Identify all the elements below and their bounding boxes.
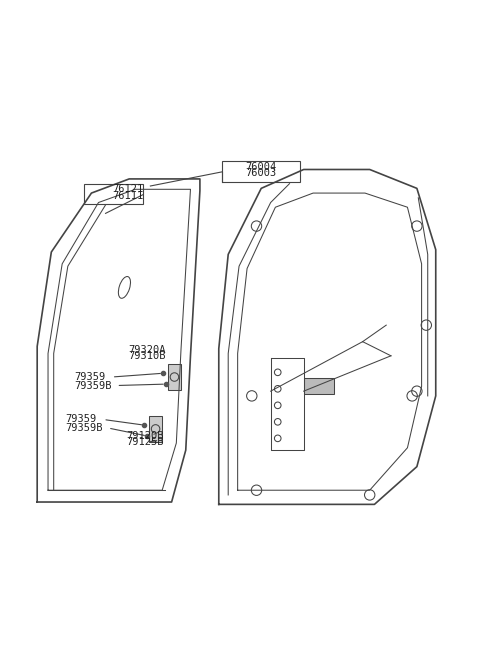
Text: 79359: 79359: [65, 415, 97, 424]
Text: 79125B: 79125B: [126, 438, 163, 447]
Text: 76121: 76121: [112, 185, 144, 195]
Text: 79359B: 79359B: [65, 423, 103, 433]
Text: 79359B: 79359B: [74, 381, 111, 390]
Bar: [149, 416, 162, 442]
Text: 76003: 76003: [246, 168, 277, 178]
Text: 79359: 79359: [74, 372, 105, 382]
Text: 79320A: 79320A: [128, 345, 166, 355]
Text: 79120B: 79120B: [126, 431, 163, 441]
Text: 76004: 76004: [246, 162, 277, 172]
Text: 79310B: 79310B: [128, 351, 166, 361]
Bar: [84, 184, 144, 204]
Bar: [304, 379, 335, 394]
Bar: [222, 162, 300, 182]
Bar: [168, 364, 181, 390]
Text: 76111: 76111: [112, 191, 144, 200]
